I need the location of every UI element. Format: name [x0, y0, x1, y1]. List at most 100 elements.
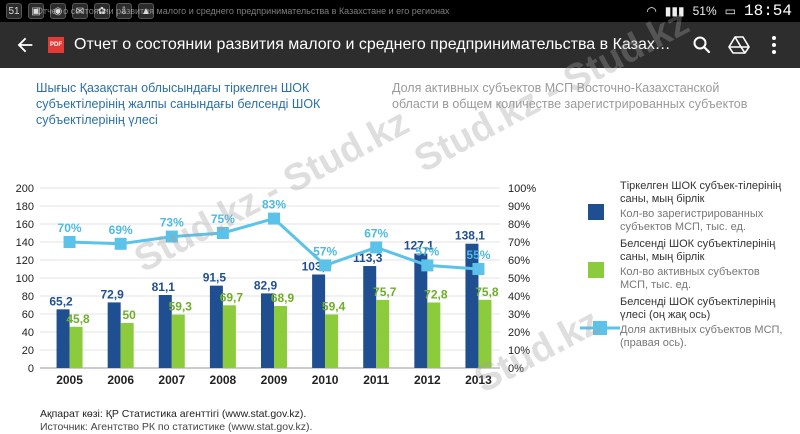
source-kz: Ақпарат көзі: ҚР Статистика агенттігі (w… — [40, 408, 307, 420]
left-axis-tick: 160 — [16, 219, 34, 231]
legend-item-active: Белсенді ШОК субъектілерінің саны, мың б… — [588, 238, 788, 296]
data-label-share: 73% — [160, 216, 184, 230]
bar-registered — [465, 243, 479, 368]
bar-active — [478, 299, 492, 368]
navigation-icon: ▲ — [138, 3, 154, 19]
data-label-share: 75% — [211, 212, 235, 226]
right-axis-tick: 50% — [508, 273, 530, 285]
x-axis-tick: 2008 — [210, 373, 237, 387]
left-axis-tick: 100 — [16, 273, 34, 285]
data-label-active: 69,7 — [220, 290, 244, 304]
bar-active — [325, 314, 339, 368]
left-axis-tick: 200 — [16, 183, 34, 195]
share-point — [165, 230, 178, 243]
search-icon[interactable] — [690, 33, 714, 57]
share-point — [370, 241, 383, 254]
legend-swatch-active — [588, 262, 604, 278]
share-point — [472, 263, 485, 275]
x-axis-tick: 2006 — [107, 373, 134, 387]
right-axis-tick: 60% — [508, 255, 530, 267]
image-icon: ▣ — [28, 3, 44, 19]
share-point — [63, 236, 76, 248]
legend-item-registered: Тіркелген ШОК субъек-тілерінің саны, мың… — [588, 180, 788, 238]
data-label-share: 67% — [364, 226, 388, 240]
data-label-registered: 65,2 — [49, 294, 73, 308]
legend-label-kz: Белсенді ШОК субъектілерінің саны, мың б… — [620, 238, 776, 263]
bar-registered — [312, 274, 326, 368]
notification-badge-icon: 51 — [6, 3, 22, 19]
battery-percent: 51% — [692, 4, 717, 18]
chart-heading-ru: Доля активных субъектов МСП Восточно-Каз… — [392, 81, 748, 111]
data-label-share: 57% — [313, 244, 337, 258]
legend-swatch-registered — [588, 204, 604, 220]
data-label-registered: 91,5 — [203, 271, 227, 285]
data-label-active: 59,4 — [322, 300, 346, 314]
clock: 18:54 — [743, 2, 792, 20]
notification-icons: 51 ▣ ◉ ✉ ✿ ⇩ ▲ — [6, 3, 154, 19]
more-vert-icon[interactable] — [762, 33, 786, 57]
back-arrow-icon[interactable] — [14, 34, 36, 56]
mail-icon: ✉ — [72, 3, 88, 19]
signal-icon: ▮▮▮ — [664, 4, 685, 18]
share-point — [114, 237, 127, 250]
chart-legend: Тіркелген ШОК субъек-тілерінің саны, мың… — [580, 180, 788, 354]
left-axis-tick: 60 — [22, 309, 34, 321]
bar-active — [376, 299, 390, 368]
x-axis-tick: 2013 — [465, 373, 492, 387]
x-axis-tick: 2011 — [363, 373, 389, 387]
legend-label-kz: Белсенді ШОК субъектілерінің үлесі (оң ж… — [620, 296, 776, 321]
data-label-active: 72,8 — [424, 287, 448, 301]
legend-label-ru: Кол-во активных субъектов МСП, тыс. ед. — [620, 266, 760, 291]
pdf-icon: PDF — [48, 37, 64, 53]
legend-swatch-share — [580, 321, 620, 335]
bar-registered — [209, 285, 223, 368]
right-axis-tick: 30% — [508, 309, 530, 321]
x-axis-tick: 2010 — [312, 373, 339, 387]
status-right: ◠ ▮▮▮ 51% ▭ 18:54 — [646, 2, 792, 20]
source-ru: Источник: Агентство РК по статистике (ww… — [40, 421, 313, 433]
chart-heading-kz: Шығыс Қазақстан облысындағы тіркелген ШО… — [36, 81, 321, 127]
bar-registered — [107, 302, 121, 368]
bar-active — [171, 314, 185, 368]
data-label-registered: 138,1 — [455, 229, 485, 243]
legend-label-ru: Доля активных субъектов МСП, (правая ось… — [620, 324, 783, 349]
left-axis-tick: 140 — [16, 237, 34, 249]
legend-label-kz: Тіркелген ШОК субъек-тілерінің саны, мың… — [620, 180, 782, 205]
wifi-icon: ◠ — [646, 4, 657, 18]
bar-registered — [261, 293, 274, 368]
x-axis-tick: 2012 — [414, 373, 441, 387]
status-bar: 51 ▣ ◉ ✉ ✿ ⇩ ▲ ◠ ▮▮▮ 51% ▭ 18:54 — [0, 0, 800, 22]
data-label-registered: 127,1 — [404, 239, 434, 253]
legend-label-ru: Кол-во зарегистрированных субъектов МСП,… — [620, 208, 764, 233]
data-label-active: 75,8 — [475, 285, 499, 299]
data-label-share: 70% — [58, 221, 82, 235]
data-label-share: 57% — [415, 244, 439, 258]
bar-active — [427, 302, 441, 368]
right-axis-tick: 100% — [508, 183, 536, 195]
data-label-share: 83% — [262, 198, 286, 212]
data-label-active: 45,8 — [66, 312, 90, 326]
app-bar: PDF Отчет о состоянии развития малого и … — [0, 22, 800, 68]
data-label-registered: 81,1 — [152, 280, 176, 294]
data-label-share: 55% — [466, 248, 490, 262]
left-axis-tick: 20 — [22, 345, 34, 357]
data-label-active: 59,3 — [169, 300, 193, 314]
x-axis-tick: 2009 — [261, 373, 288, 387]
data-label-active: 75,7 — [373, 285, 397, 299]
x-axis-tick: 2007 — [158, 373, 185, 387]
drive-icon[interactable] — [727, 33, 751, 57]
data-label-active: 68,9 — [271, 291, 295, 305]
legend-item-share: Белсенді ШОК субъектілерінің үлесі (оң ж… — [580, 296, 788, 354]
left-axis-tick: 0 — [28, 363, 34, 375]
bar-line-chart: 0 20 40 60 80 100 120 140 160 180 200 0% 10% 20% 30% 40… — [16, 183, 537, 387]
download-icon: ⇩ — [116, 3, 132, 19]
bar-registered — [158, 295, 172, 368]
battery-icon: ▭ — [724, 4, 736, 18]
bar-registered — [56, 309, 70, 368]
left-axis-tick: 120 — [16, 255, 34, 267]
data-label-registered: 72,9 — [100, 287, 124, 301]
right-axis-tick: 70% — [508, 237, 530, 249]
x-axis-tick: 2005 — [56, 373, 83, 387]
right-axis-tick: 20% — [508, 327, 530, 339]
share-point — [421, 259, 434, 272]
